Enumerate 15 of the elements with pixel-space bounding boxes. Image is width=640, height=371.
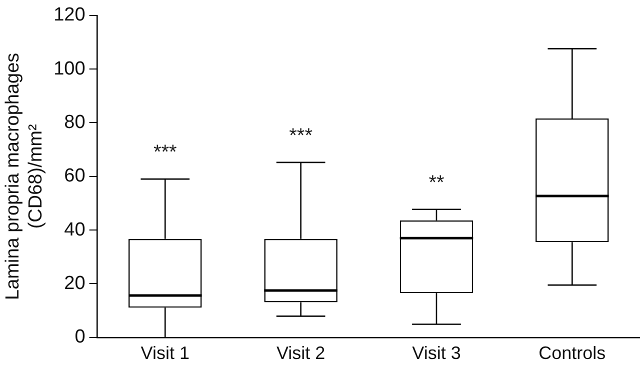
x-tick-label: Controls: [538, 343, 606, 364]
y-axis-title: Lamina propria macrophages (CD68)/mm²: [2, 52, 46, 300]
y-tick-label: 40: [64, 219, 86, 240]
annotation: **: [428, 172, 444, 194]
y-tick-label: 100: [54, 58, 86, 80]
y-tick-label: 60: [64, 166, 86, 187]
y-tick-label: 20: [64, 272, 86, 294]
x-tick-label: Visit 3: [412, 343, 461, 364]
x-tick-label: Visit 1: [140, 343, 190, 364]
y-tick-label: 0: [74, 326, 86, 348]
annotation: ***: [289, 124, 313, 147]
y-tick-label: 120: [54, 4, 86, 26]
x-tick-label: Visit 2: [276, 343, 326, 364]
annotation: ***: [153, 142, 178, 164]
y-tick-label: 80: [64, 112, 86, 133]
